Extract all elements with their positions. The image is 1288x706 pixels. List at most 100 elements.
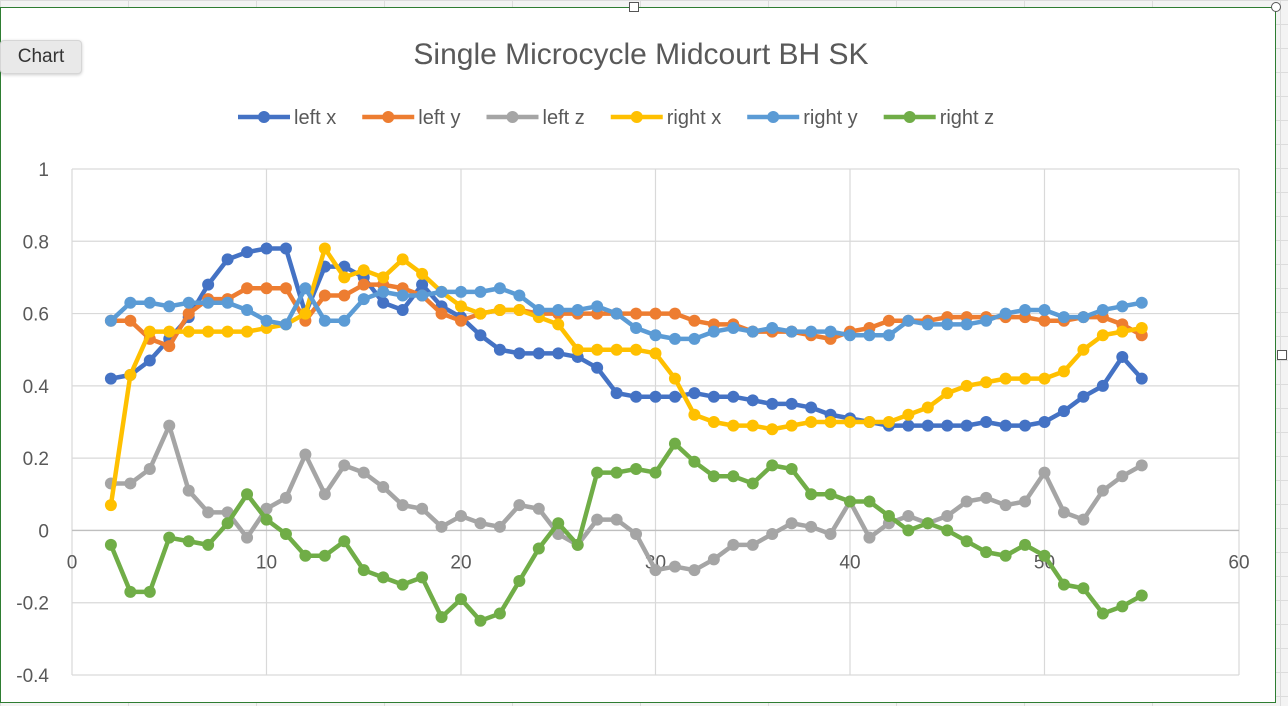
data-point: [941, 509, 954, 522]
data-point: [863, 329, 876, 342]
resize-handle-top[interactable]: [629, 2, 639, 12]
chart-type-label[interactable]: Chart: [0, 40, 82, 74]
data-point: [805, 488, 818, 501]
data-point: [318, 314, 331, 327]
y-tick-label: 1: [38, 160, 49, 181]
data-point: [493, 343, 506, 356]
data-point: [630, 390, 643, 403]
data-point: [163, 531, 176, 544]
data-point: [844, 416, 856, 428]
data-point: [1019, 303, 1032, 316]
legend-swatch-marker: [506, 111, 519, 123]
data-point: [124, 369, 137, 382]
data-point: [591, 466, 604, 479]
data-point: [474, 285, 487, 298]
data-point: [630, 307, 643, 320]
y-tick-label: -0.2: [16, 594, 49, 615]
data-point: [766, 528, 779, 541]
data-point: [824, 528, 837, 541]
data-point: [143, 325, 156, 338]
data-point: [279, 318, 292, 331]
legend-label: right z: [940, 107, 994, 129]
data-point: [902, 524, 915, 537]
data-point: [552, 318, 565, 331]
data-point: [143, 585, 156, 598]
data-point: [766, 322, 779, 335]
data-point: [1135, 322, 1148, 335]
data-point: [960, 419, 973, 432]
data-point: [396, 289, 409, 302]
data-point: [591, 300, 604, 313]
data-point: [104, 538, 117, 551]
data-point: [357, 264, 370, 277]
data-point: [1096, 303, 1109, 316]
x-tick-label: 20: [450, 552, 471, 573]
data-point: [1019, 372, 1032, 385]
data-point: [1096, 484, 1109, 497]
legend-item: left x: [238, 107, 336, 129]
data-point: [513, 575, 526, 588]
data-point: [474, 517, 487, 530]
data-point: [493, 520, 506, 533]
data-point: [960, 318, 973, 331]
data-point: [766, 459, 779, 472]
data-point: [377, 571, 390, 584]
data-point: [493, 607, 506, 620]
y-tick-label: 0: [38, 521, 49, 542]
data-point: [610, 387, 623, 400]
data-point: [999, 307, 1012, 320]
data-point: [241, 488, 254, 501]
data-point: [610, 466, 623, 479]
data-point: [999, 549, 1012, 562]
legend-item: right x: [610, 107, 721, 129]
y-tick-label: -0.4: [16, 666, 49, 687]
legend-label: right y: [803, 107, 857, 129]
data-point: [416, 571, 429, 584]
data-point: [357, 293, 370, 306]
data-point: [202, 296, 215, 309]
data-point: [552, 528, 565, 541]
data-point: [668, 437, 681, 450]
data-point: [474, 614, 487, 627]
legend-swatch-marker: [903, 111, 916, 123]
resize-handle-right[interactable]: [1277, 350, 1287, 360]
data-point: [921, 419, 934, 432]
data-point: [1019, 538, 1032, 551]
resize-handle-top-right[interactable]: [1271, 2, 1281, 12]
data-point: [552, 517, 565, 530]
legend-swatch-marker: [767, 111, 780, 123]
legend-item: right z: [883, 107, 994, 129]
data-point: [805, 520, 818, 533]
data-point: [707, 390, 720, 403]
y-tick-label: 0.2: [23, 449, 49, 470]
data-point: [182, 484, 195, 497]
data-point: [1057, 506, 1070, 519]
series-right-z: [104, 437, 1148, 627]
data-point: [1135, 589, 1148, 602]
data-point: [416, 278, 429, 291]
chart-area[interactable]: Single Microcycle Midcourt BH SK 1 0.8 0.6…: [0, 7, 1276, 703]
data-point: [746, 477, 759, 490]
data-point: [805, 416, 818, 428]
data-point: [610, 343, 623, 356]
data-point: [630, 462, 643, 475]
data-point: [1135, 296, 1148, 309]
data-point: [785, 419, 798, 432]
data-point: [960, 495, 973, 508]
data-point: [980, 376, 993, 389]
data-point: [532, 303, 545, 316]
data-point: [260, 314, 273, 327]
data-point: [649, 390, 662, 403]
data-point: [455, 509, 467, 522]
data-point: [241, 531, 254, 544]
data-point: [707, 553, 720, 566]
data-point: [649, 307, 662, 320]
legend-swatch-marker: [258, 111, 270, 123]
data-point: [902, 419, 915, 432]
data-point: [513, 499, 526, 512]
data-point: [182, 296, 195, 309]
data-point: [649, 347, 662, 360]
data-point: [241, 325, 254, 338]
data-point: [1116, 350, 1129, 363]
data-point: [1038, 549, 1051, 562]
